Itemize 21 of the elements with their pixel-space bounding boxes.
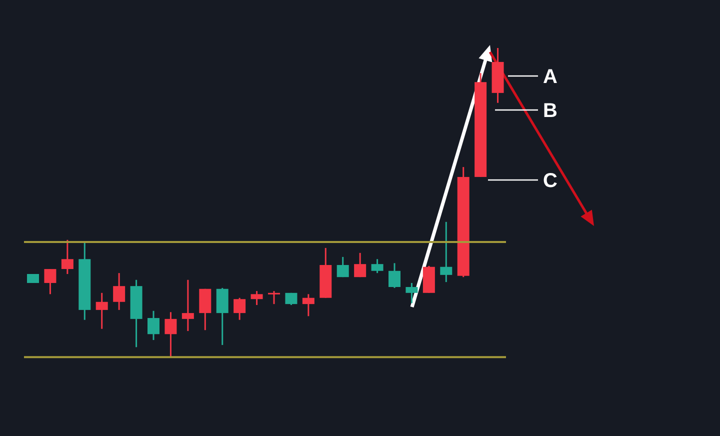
- candlestick: [268, 290, 280, 305]
- text: C: [543, 170, 558, 192]
- candlestick: [336, 256, 349, 278]
- candlestick: [61, 239, 74, 275]
- candlestick: [44, 268, 56, 295]
- candlestick: [113, 272, 126, 311]
- candlestick: [388, 262, 400, 289]
- candlestick: [96, 292, 108, 330]
- candlestick: [302, 293, 314, 317]
- text: A: [543, 66, 558, 88]
- candlestick: [406, 282, 418, 304]
- candlestick: [182, 279, 194, 332]
- candlestick: [234, 297, 246, 321]
- candlestick: [440, 221, 452, 283]
- candlestick: [250, 290, 263, 306]
- candlestick: [354, 252, 366, 278]
- candlestick: [148, 310, 160, 341]
- candlestick: [285, 292, 298, 306]
- candlestick: [371, 258, 384, 274]
- text: B: [543, 100, 558, 122]
- candlestick: [164, 311, 177, 358]
